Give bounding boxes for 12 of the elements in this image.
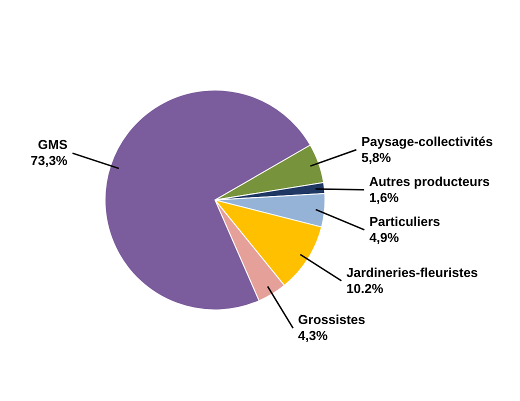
data-label: 4,9% <box>369 230 400 245</box>
slice-label: GMS <box>38 137 68 152</box>
slice-label: Grossistes <box>298 312 366 328</box>
data-label: 4,3% <box>298 328 328 344</box>
data-label: 10.2% <box>346 280 384 296</box>
data-label: 73,3% <box>30 153 68 168</box>
slice-label: Paysage-collectivités <box>361 134 493 149</box>
slice-label: Jardineries-fleuristes <box>346 264 478 280</box>
data-label: 5,8% <box>361 150 392 165</box>
data-label: 1,6% <box>369 190 400 205</box>
slice-label: Autres producteurs <box>369 174 490 189</box>
slice-label: Particuliers <box>369 214 440 229</box>
